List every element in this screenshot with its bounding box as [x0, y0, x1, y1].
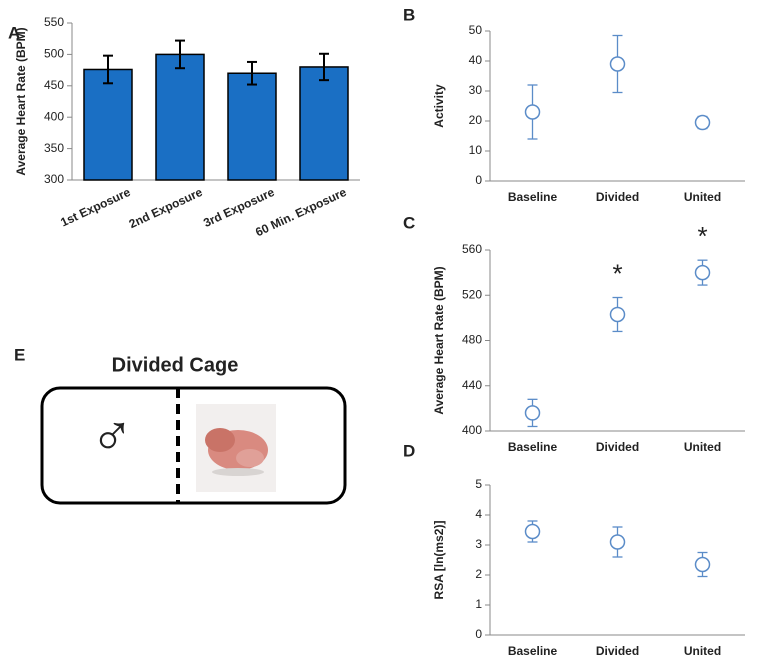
- y-tick-label: 0: [475, 173, 482, 187]
- y-tick-label: 2: [475, 567, 482, 581]
- y-tick-label: 400: [44, 109, 64, 123]
- y-tick-label: 550: [44, 15, 64, 29]
- x-tick-label: United: [684, 440, 721, 454]
- point: [524, 104, 541, 120]
- panel-label: A: [8, 23, 20, 42]
- error-bar: [247, 60, 257, 86]
- x-tick-label: Divided: [596, 440, 639, 454]
- y-tick-label: 10: [469, 143, 483, 157]
- x-tick-label: Baseline: [508, 440, 558, 454]
- y-tick-label: 300: [44, 172, 64, 186]
- panel-label: B: [403, 5, 415, 24]
- y-axis-label: Average Heart Rate (BPM): [432, 266, 446, 414]
- point: [524, 523, 541, 540]
- y-tick-label: 350: [44, 141, 64, 155]
- y-tick-label: 1: [475, 597, 482, 611]
- significance: *: [697, 221, 707, 251]
- y-tick-label: 40: [469, 53, 483, 67]
- x-tick-label: 2nd Exposure: [127, 185, 205, 231]
- diagram-title: Divided Cage: [112, 354, 239, 376]
- y-tick-label: 450: [44, 78, 64, 92]
- bar: [83, 68, 133, 181]
- point: [694, 114, 711, 131]
- point: [609, 56, 626, 72]
- point: [694, 556, 711, 573]
- x-tick-label: Divided: [596, 190, 639, 204]
- x-tick-label: 1st Exposure: [58, 185, 133, 230]
- y-tick-label: 4: [475, 507, 482, 521]
- y-tick-label: 500: [44, 47, 64, 61]
- bar: [299, 66, 349, 181]
- bar: [155, 53, 205, 181]
- error-bar: [319, 52, 329, 82]
- y-axis-label: Average Heart Rate (BPM): [14, 27, 28, 175]
- y-tick-label: 520: [462, 287, 482, 301]
- pup-image: [196, 404, 276, 492]
- y-tick-label: 400: [462, 423, 482, 437]
- panel-label: E: [14, 345, 25, 364]
- y-tick-label: 440: [462, 378, 482, 392]
- point: [694, 264, 711, 281]
- panel-label: C: [403, 213, 415, 232]
- cage: [40, 386, 347, 505]
- y-tick-label: 0: [475, 627, 482, 641]
- y-tick-label: 30: [469, 83, 483, 97]
- y-tick-label: 480: [462, 333, 482, 347]
- significance: *: [612, 258, 622, 288]
- point: [524, 405, 541, 421]
- error-bar: [175, 39, 185, 70]
- y-tick-label: 560: [462, 242, 482, 256]
- error-bar: [103, 54, 113, 85]
- y-tick-label: 20: [469, 113, 483, 127]
- x-tick-label: Baseline: [508, 644, 558, 658]
- x-tick-label: Divided: [596, 644, 639, 658]
- y-tick-label: 5: [475, 477, 482, 491]
- x-tick-label: United: [684, 644, 721, 658]
- x-tick-label: Baseline: [508, 190, 558, 204]
- panel-label: D: [403, 441, 415, 460]
- point: [609, 306, 626, 323]
- male-symbol: ♂: [90, 403, 134, 468]
- y-tick-label: 50: [469, 23, 483, 37]
- y-tick-label: 3: [475, 537, 482, 551]
- x-tick-label: United: [684, 190, 721, 204]
- y-axis-label: RSA [ln(ms2)]: [432, 521, 446, 600]
- bar: [227, 72, 277, 181]
- y-axis-label: Activity: [432, 84, 446, 128]
- point: [609, 534, 626, 550]
